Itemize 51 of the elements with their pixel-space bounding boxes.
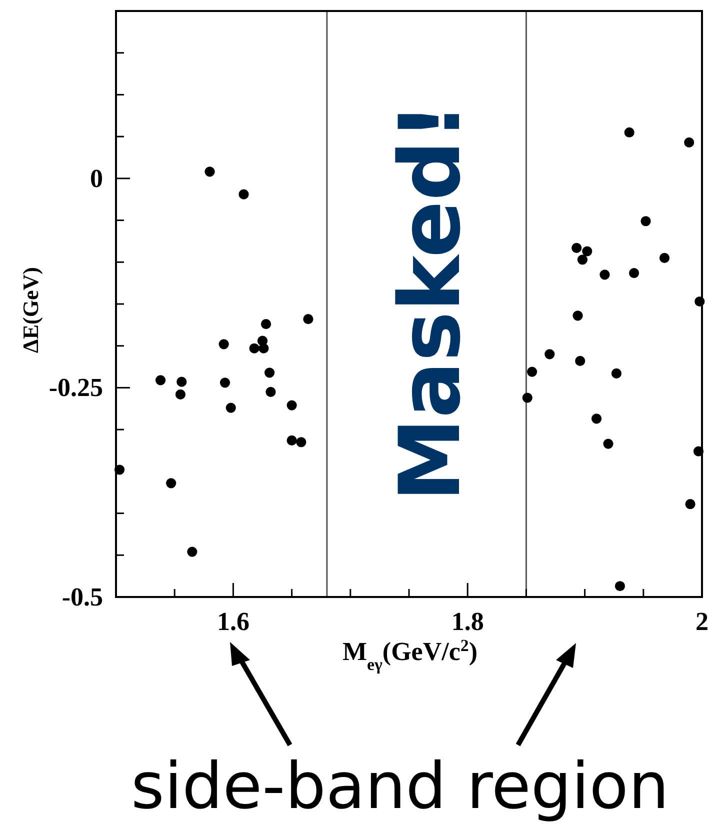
x-tick-label: 1.6 bbox=[216, 607, 250, 636]
point bbox=[614, 581, 626, 592]
point bbox=[591, 414, 602, 424]
x-tick-label: 2 bbox=[696, 607, 708, 636]
point bbox=[572, 310, 583, 321]
point bbox=[266, 386, 276, 397]
point bbox=[684, 137, 694, 148]
point bbox=[522, 392, 532, 403]
point bbox=[572, 242, 582, 253]
point bbox=[582, 246, 592, 256]
point bbox=[286, 435, 297, 446]
point bbox=[220, 378, 230, 388]
point bbox=[527, 366, 538, 377]
point bbox=[175, 389, 186, 400]
point bbox=[286, 400, 297, 410]
point bbox=[249, 343, 260, 354]
point bbox=[624, 127, 634, 138]
point bbox=[577, 254, 588, 265]
point bbox=[226, 402, 236, 413]
point bbox=[218, 339, 229, 350]
y-axis-title: ΔE(GeV) bbox=[18, 267, 43, 353]
point bbox=[258, 343, 269, 354]
y-tick-label: 0 bbox=[90, 164, 103, 193]
point bbox=[575, 356, 586, 366]
point bbox=[600, 270, 610, 280]
point bbox=[166, 478, 176, 488]
point bbox=[155, 375, 166, 386]
point bbox=[303, 314, 314, 324]
point bbox=[296, 437, 306, 448]
point bbox=[204, 166, 215, 177]
y-tick-label: -0.5 bbox=[62, 582, 103, 612]
point bbox=[659, 252, 670, 263]
point bbox=[685, 499, 696, 510]
point bbox=[628, 268, 640, 278]
text: side-band region bbox=[131, 750, 669, 824]
point bbox=[264, 368, 275, 378]
point bbox=[187, 546, 198, 557]
point bbox=[176, 376, 187, 387]
y-tick-label: -0.25 bbox=[48, 373, 103, 402]
point bbox=[544, 349, 555, 360]
point bbox=[611, 368, 622, 379]
x-axis-title: M$_{eγ}$(GeV/c$^{2}$) bbox=[342, 636, 478, 674]
point bbox=[694, 296, 705, 307]
point bbox=[114, 464, 125, 475]
x-tick-label: 1.8 bbox=[451, 607, 484, 636]
point bbox=[603, 438, 614, 449]
point bbox=[640, 216, 651, 226]
annotation: Masked! bbox=[381, 102, 479, 502]
point bbox=[260, 319, 272, 330]
point bbox=[693, 446, 704, 456]
point bbox=[238, 189, 249, 200]
